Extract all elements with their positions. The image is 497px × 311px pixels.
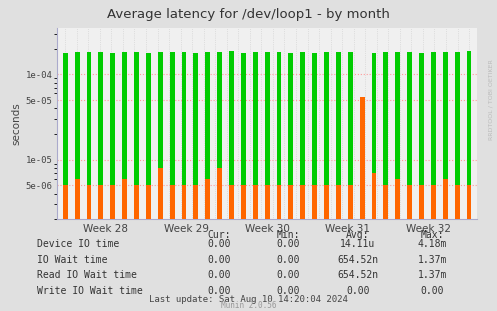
Text: RRDTOOL / TOBI OETIKER: RRDTOOL / TOBI OETIKER bbox=[489, 59, 494, 140]
Text: 0.00: 0.00 bbox=[420, 286, 444, 296]
Bar bbox=[265, 52, 269, 311]
Bar bbox=[63, 53, 68, 311]
Bar bbox=[265, 185, 269, 311]
Bar bbox=[134, 185, 139, 311]
Text: Last update: Sat Aug 10 14:20:04 2024: Last update: Sat Aug 10 14:20:04 2024 bbox=[149, 295, 348, 304]
Bar bbox=[253, 52, 257, 311]
Bar bbox=[372, 53, 376, 311]
Bar bbox=[360, 96, 365, 311]
Text: 0.00: 0.00 bbox=[207, 270, 231, 280]
Bar bbox=[229, 51, 234, 311]
Bar bbox=[217, 52, 222, 311]
Bar bbox=[277, 52, 281, 311]
Text: 4.18m: 4.18m bbox=[417, 239, 447, 249]
Bar bbox=[384, 52, 388, 311]
Bar bbox=[205, 52, 210, 311]
Bar bbox=[146, 185, 151, 311]
Text: Device IO time: Device IO time bbox=[37, 239, 119, 249]
Text: Cur:: Cur: bbox=[207, 230, 231, 240]
Y-axis label: seconds: seconds bbox=[11, 102, 21, 145]
Bar bbox=[395, 179, 400, 311]
Bar bbox=[348, 185, 353, 311]
Bar bbox=[312, 185, 317, 311]
Text: 0.00: 0.00 bbox=[276, 270, 300, 280]
Text: Munin 2.0.56: Munin 2.0.56 bbox=[221, 301, 276, 310]
Bar bbox=[181, 185, 186, 311]
Bar bbox=[193, 185, 198, 311]
Bar bbox=[122, 52, 127, 311]
Bar bbox=[181, 52, 186, 311]
Bar bbox=[467, 51, 472, 311]
Bar bbox=[324, 185, 329, 311]
Bar bbox=[372, 173, 376, 311]
Text: 0.00: 0.00 bbox=[207, 239, 231, 249]
Bar bbox=[158, 168, 163, 311]
Text: 1.37m: 1.37m bbox=[417, 255, 447, 265]
Bar bbox=[98, 185, 103, 311]
Bar bbox=[419, 53, 424, 311]
Bar bbox=[467, 185, 472, 311]
Bar bbox=[241, 185, 246, 311]
Bar bbox=[75, 179, 80, 311]
Text: Write IO Wait time: Write IO Wait time bbox=[37, 286, 143, 296]
Bar bbox=[443, 179, 448, 311]
Bar bbox=[324, 52, 329, 311]
Bar bbox=[110, 53, 115, 311]
Text: 14.11u: 14.11u bbox=[340, 239, 375, 249]
Bar bbox=[312, 53, 317, 311]
Text: 654.52n: 654.52n bbox=[337, 270, 378, 280]
Bar bbox=[348, 52, 353, 311]
Bar bbox=[122, 179, 127, 311]
Bar bbox=[407, 185, 412, 311]
Text: 1.37m: 1.37m bbox=[417, 270, 447, 280]
Bar bbox=[407, 52, 412, 311]
Bar bbox=[146, 53, 151, 311]
Bar bbox=[384, 185, 388, 311]
Bar bbox=[169, 52, 174, 311]
Bar bbox=[288, 53, 293, 311]
Bar bbox=[86, 52, 91, 311]
Text: Average latency for /dev/loop1 - by month: Average latency for /dev/loop1 - by mont… bbox=[107, 8, 390, 21]
Bar bbox=[455, 52, 460, 311]
Text: Avg:: Avg: bbox=[346, 230, 370, 240]
Text: 0.00: 0.00 bbox=[346, 286, 370, 296]
Bar bbox=[395, 52, 400, 311]
Bar bbox=[86, 185, 91, 311]
Bar bbox=[300, 185, 305, 311]
Text: Max:: Max: bbox=[420, 230, 444, 240]
Bar bbox=[98, 52, 103, 311]
Bar bbox=[63, 185, 68, 311]
Bar bbox=[169, 185, 174, 311]
Bar bbox=[336, 52, 341, 311]
Bar bbox=[134, 52, 139, 311]
Text: 0.00: 0.00 bbox=[276, 239, 300, 249]
Text: 0.00: 0.00 bbox=[276, 286, 300, 296]
Bar bbox=[217, 168, 222, 311]
Text: Read IO Wait time: Read IO Wait time bbox=[37, 270, 137, 280]
Text: 0.00: 0.00 bbox=[207, 286, 231, 296]
Bar bbox=[241, 53, 246, 311]
Text: 654.52n: 654.52n bbox=[337, 255, 378, 265]
Bar bbox=[443, 52, 448, 311]
Text: IO Wait time: IO Wait time bbox=[37, 255, 108, 265]
Text: 0.00: 0.00 bbox=[207, 255, 231, 265]
Bar bbox=[455, 185, 460, 311]
Bar bbox=[419, 185, 424, 311]
Bar bbox=[253, 185, 257, 311]
Bar bbox=[288, 185, 293, 311]
Bar bbox=[431, 185, 436, 311]
Bar bbox=[75, 52, 80, 311]
Text: 0.00: 0.00 bbox=[276, 255, 300, 265]
Bar bbox=[158, 52, 163, 311]
Bar bbox=[300, 52, 305, 311]
Bar bbox=[336, 185, 341, 311]
Bar bbox=[193, 53, 198, 311]
Bar bbox=[277, 185, 281, 311]
Bar bbox=[110, 185, 115, 311]
Text: Min:: Min: bbox=[276, 230, 300, 240]
Bar bbox=[360, 96, 365, 311]
Bar bbox=[431, 52, 436, 311]
Bar bbox=[205, 179, 210, 311]
Bar bbox=[229, 185, 234, 311]
